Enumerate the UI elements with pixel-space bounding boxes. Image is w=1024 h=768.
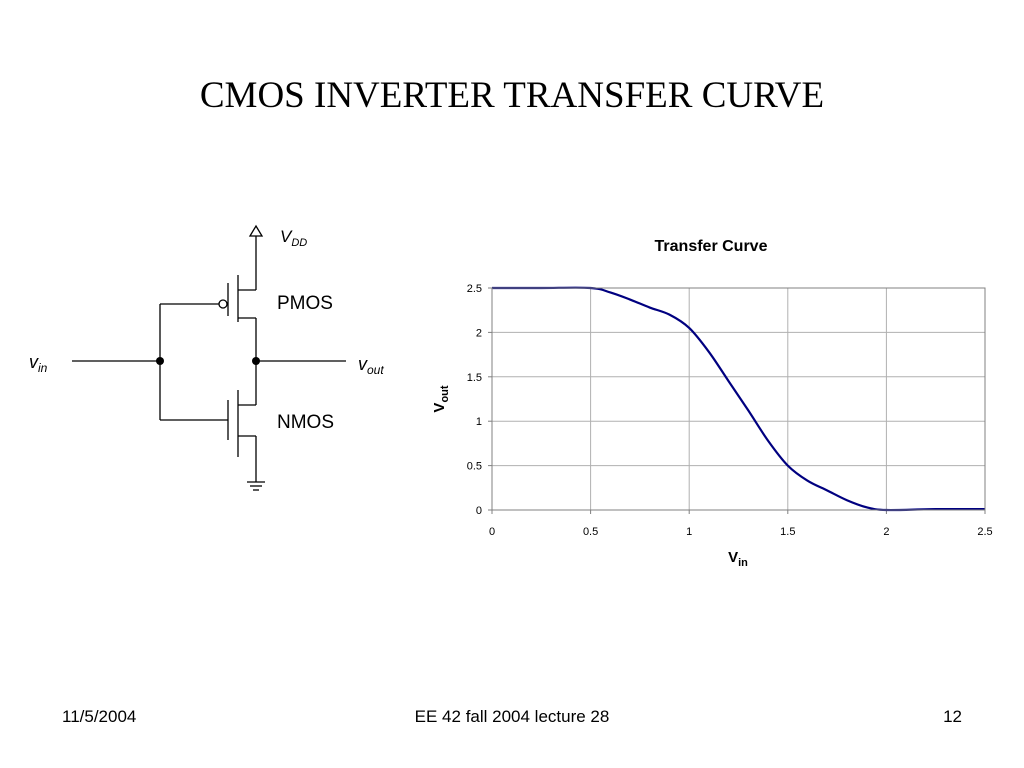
pmos-bubble-icon — [218, 299, 228, 309]
y-tick-label: 1 — [476, 416, 482, 428]
vin-label: vin — [29, 352, 48, 375]
y-tick-label: 1.5 — [467, 372, 482, 384]
y-tick-label: 2.5 — [467, 283, 482, 295]
footer-page-number: 12 — [943, 707, 962, 726]
nmos-label: NMOS — [277, 412, 334, 433]
plot-area-frame — [491, 287, 986, 511]
vout-label: vout — [358, 354, 384, 377]
x-axis-label: Vin — [728, 549, 748, 569]
y-tick-label: 0.5 — [467, 461, 482, 473]
input-junction-dot — [156, 357, 164, 365]
footer-course: EE 42 fall 2004 lecture 28 — [414, 707, 610, 726]
x-tick-label: 1 — [686, 526, 692, 538]
vdd-arrow-icon — [248, 224, 264, 237]
vdd-label: VDD — [280, 227, 307, 249]
chart-title: Transfer Curve — [654, 238, 768, 255]
output-junction-dot — [252, 357, 260, 365]
ground-icon — [247, 481, 265, 491]
x-tick-label: 2.5 — [977, 526, 992, 538]
x-tick-label: 1.5 — [780, 526, 795, 538]
y-axis-label: Vout — [431, 385, 451, 412]
slide-title: CMOS INVERTER TRANSFER CURVE — [199, 75, 825, 116]
x-tick-label: 2 — [883, 526, 889, 538]
transfer-curve-line — [492, 286, 986, 512]
pmos-label: PMOS — [277, 293, 333, 314]
cmos-inverter-schematic: VDD PMOS NMOS vin vout — [29, 224, 384, 491]
x-tick-label: 0 — [489, 526, 495, 538]
transfer-curve-chart: 0 0.5 1 1.5 2 2.5 0 0.5 1 1.5 2 2.5 Vin Vout — [431, 283, 993, 569]
x-tick-label: 0.5 — [583, 526, 598, 538]
footer-date: 11/5/2004 — [62, 707, 137, 726]
y-tick-label: 2 — [476, 327, 482, 339]
y-tick-label: 0 — [476, 505, 482, 517]
